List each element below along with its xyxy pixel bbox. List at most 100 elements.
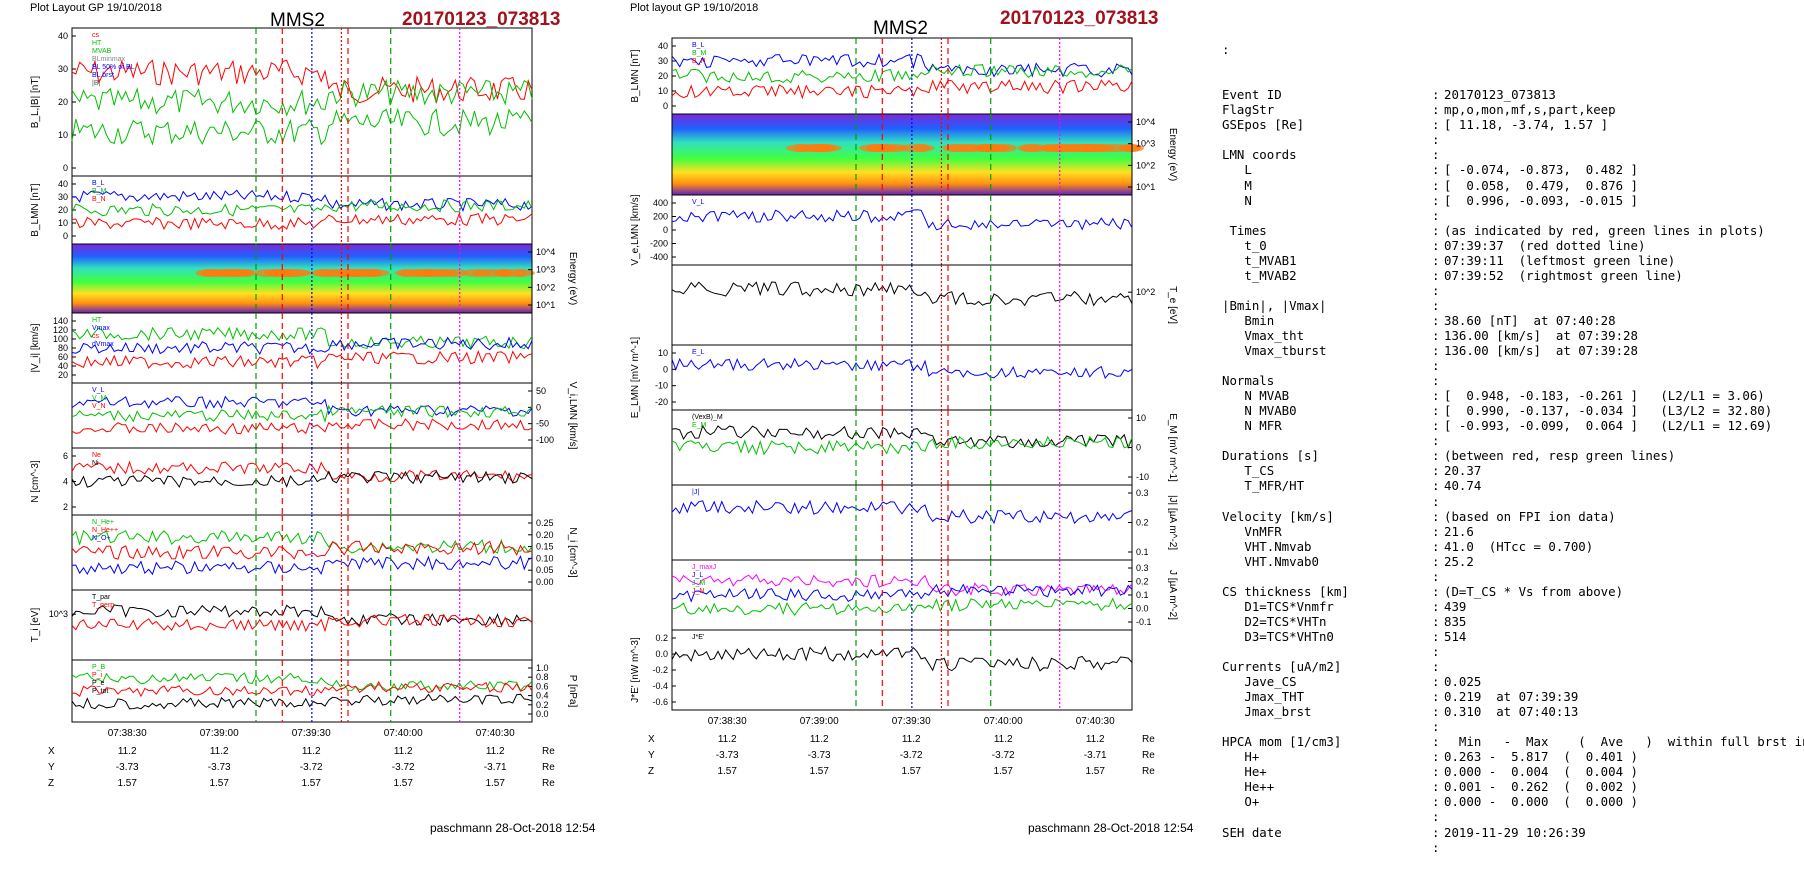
- summary-value: 0.263 - 5.817 ( 0.401 ): [1444, 749, 1638, 765]
- summary-key: VnMFR: [1222, 523, 1282, 539]
- summary-value: [ 0.948, -0.183, -0.261 ] (L2/L1 = 3.06): [1444, 388, 1765, 404]
- summary-colon: :: [1432, 433, 1440, 449]
- x-tick-label: 07:40:00: [984, 716, 1023, 727]
- summary-key: Velocity [km/s]: [1222, 508, 1334, 524]
- legend-entry: P_B: [92, 664, 106, 671]
- summary-colon: :: [1432, 162, 1440, 178]
- summary-value: 20170123_073813: [1444, 87, 1556, 103]
- y-axis-label: T_e [eV]: [1167, 286, 1178, 324]
- summary-value: [1444, 358, 1797, 373]
- legend-entry: P_e: [92, 680, 105, 687]
- y-axis-label: V_i,LMN [km/s]: [567, 382, 578, 450]
- spectrogram-hot-spot: [973, 144, 1000, 153]
- summary-key: [1222, 809, 1432, 824]
- summary-colon: :: [1432, 102, 1440, 118]
- summary-colon: :: [1432, 553, 1440, 569]
- summary-colon: :: [1432, 689, 1440, 705]
- panel-frame: [671, 629, 1133, 711]
- y-tick-label: -10: [655, 381, 668, 391]
- series-line: [671, 645, 1133, 672]
- fig2-header: Plot layout GP 19/10/2018: [630, 2, 759, 14]
- summary-row: :: [1222, 208, 1797, 223]
- series-line: [71, 554, 533, 576]
- panel-1: 40 30 20 10 0 B_LMN [nT] B_LB_MB_N: [630, 37, 1133, 115]
- spectrogram-hot-spot: [215, 268, 254, 277]
- summary-row: Vmax_tburst:136.00 [km/s] at 07:39:28: [1222, 343, 1797, 358]
- x-tick-label: 07:38:30: [108, 728, 147, 739]
- summary-value: 514: [1444, 628, 1467, 644]
- summary-row: |Bmin|, |Vmax|:: [1222, 298, 1797, 313]
- summary-value: [ -0.074, -0.873, 0.482 ]: [1444, 162, 1638, 178]
- panel-frame: [671, 194, 1133, 266]
- panel-9: 1.00.80.60.40.20.0 P [nPa] P_BP_iP_eP_tot: [71, 659, 578, 723]
- legend-entry: J_M: [692, 580, 705, 587]
- summary-row: :: [1222, 809, 1797, 824]
- summary-key: t_MVAB2: [1222, 267, 1297, 283]
- y-axis-label: T_i [eV]: [30, 608, 41, 643]
- legend-entry: B_M: [92, 188, 107, 195]
- summary-value: [1444, 809, 1797, 824]
- summary-colon: :: [1432, 779, 1440, 795]
- series-line: [71, 529, 533, 555]
- pos-row-value: 1.57: [209, 778, 229, 789]
- summary-value: (D=T_CS * Vs from above): [1444, 583, 1624, 599]
- pos-row-value: 11.2: [210, 746, 229, 757]
- series-line: [71, 470, 533, 489]
- y-tick-label: 10^1: [536, 300, 555, 310]
- summary-value: (as indicated by red, green lines in plo…: [1444, 222, 1765, 238]
- spectrogram-hot-spot: [343, 268, 363, 277]
- legend-entry: E_M: [692, 422, 707, 429]
- y-axis-label: P [nPa]: [567, 675, 578, 708]
- legend-entry: V_L: [92, 387, 105, 394]
- summary-row: L:[ -0.074, -0.873, 0.482 ]: [1222, 162, 1797, 177]
- pos-row-value: -3.73: [208, 762, 231, 773]
- summary-colon: :: [1432, 297, 1440, 313]
- y-tick-label: 20: [58, 370, 68, 380]
- y-axis-label: N [cm^-3]: [30, 460, 41, 503]
- panel-frame: [671, 264, 1133, 346]
- summary-colon: :: [1432, 523, 1440, 539]
- x-tick-label: 07:39:00: [200, 728, 239, 739]
- y-tick-label: 120: [53, 325, 68, 335]
- summary-key: H+: [1222, 749, 1260, 765]
- fig2-title: MMS2: [873, 18, 928, 39]
- y-tick-label: -0.1: [1136, 617, 1152, 627]
- legend-entry: B_L: [692, 42, 705, 49]
- summary-key: [1222, 719, 1432, 734]
- series-line: [671, 79, 1133, 100]
- y-tick-label: 0.2: [1136, 577, 1149, 587]
- summary-key: N MFR: [1222, 418, 1282, 434]
- y-tick-label: 10^2: [1136, 287, 1155, 297]
- summary-value: 0.310 at 07:40:13: [1444, 704, 1579, 720]
- y-tick-label: 10: [658, 348, 668, 358]
- series-line: [71, 212, 533, 231]
- y-axis-label: E_LMN [mV m^-1]: [630, 337, 641, 419]
- summary-colon: :: [1432, 87, 1440, 103]
- summary-colon: :: [1432, 719, 1440, 735]
- pos-row-label: X: [48, 746, 55, 757]
- series-line: [71, 460, 533, 483]
- summary-row: VnMFR:21.6: [1222, 524, 1797, 539]
- summary-colon: :: [1432, 132, 1440, 148]
- y-tick-label: 2: [63, 502, 68, 512]
- series-line: [71, 199, 533, 217]
- summary-value: 0.025: [1444, 674, 1482, 690]
- y-tick-label: 0.05: [536, 565, 554, 575]
- y-tick-label: 100: [53, 334, 68, 344]
- y-tick-label: 0: [663, 225, 668, 235]
- summary-colon: :: [1432, 343, 1440, 359]
- fig2-event-id: 20170123_073813: [1000, 8, 1159, 29]
- y-tick-label: -10: [1136, 472, 1149, 482]
- legend-entry: BL 50% of BL: [92, 64, 135, 71]
- x-tick-label: 07:40:00: [384, 728, 423, 739]
- y-axis-label: B_L,|B| [nT]: [30, 76, 41, 129]
- panel-frame: [671, 484, 1133, 561]
- spectrogram-hot-spot: [805, 144, 837, 153]
- pos-row-value: -3.71: [1084, 750, 1107, 761]
- summary-colon: :: [1432, 568, 1440, 584]
- pos-row-value: 1.57: [809, 766, 829, 777]
- panel-4: 10^2 T_e [eV]: [671, 264, 1178, 346]
